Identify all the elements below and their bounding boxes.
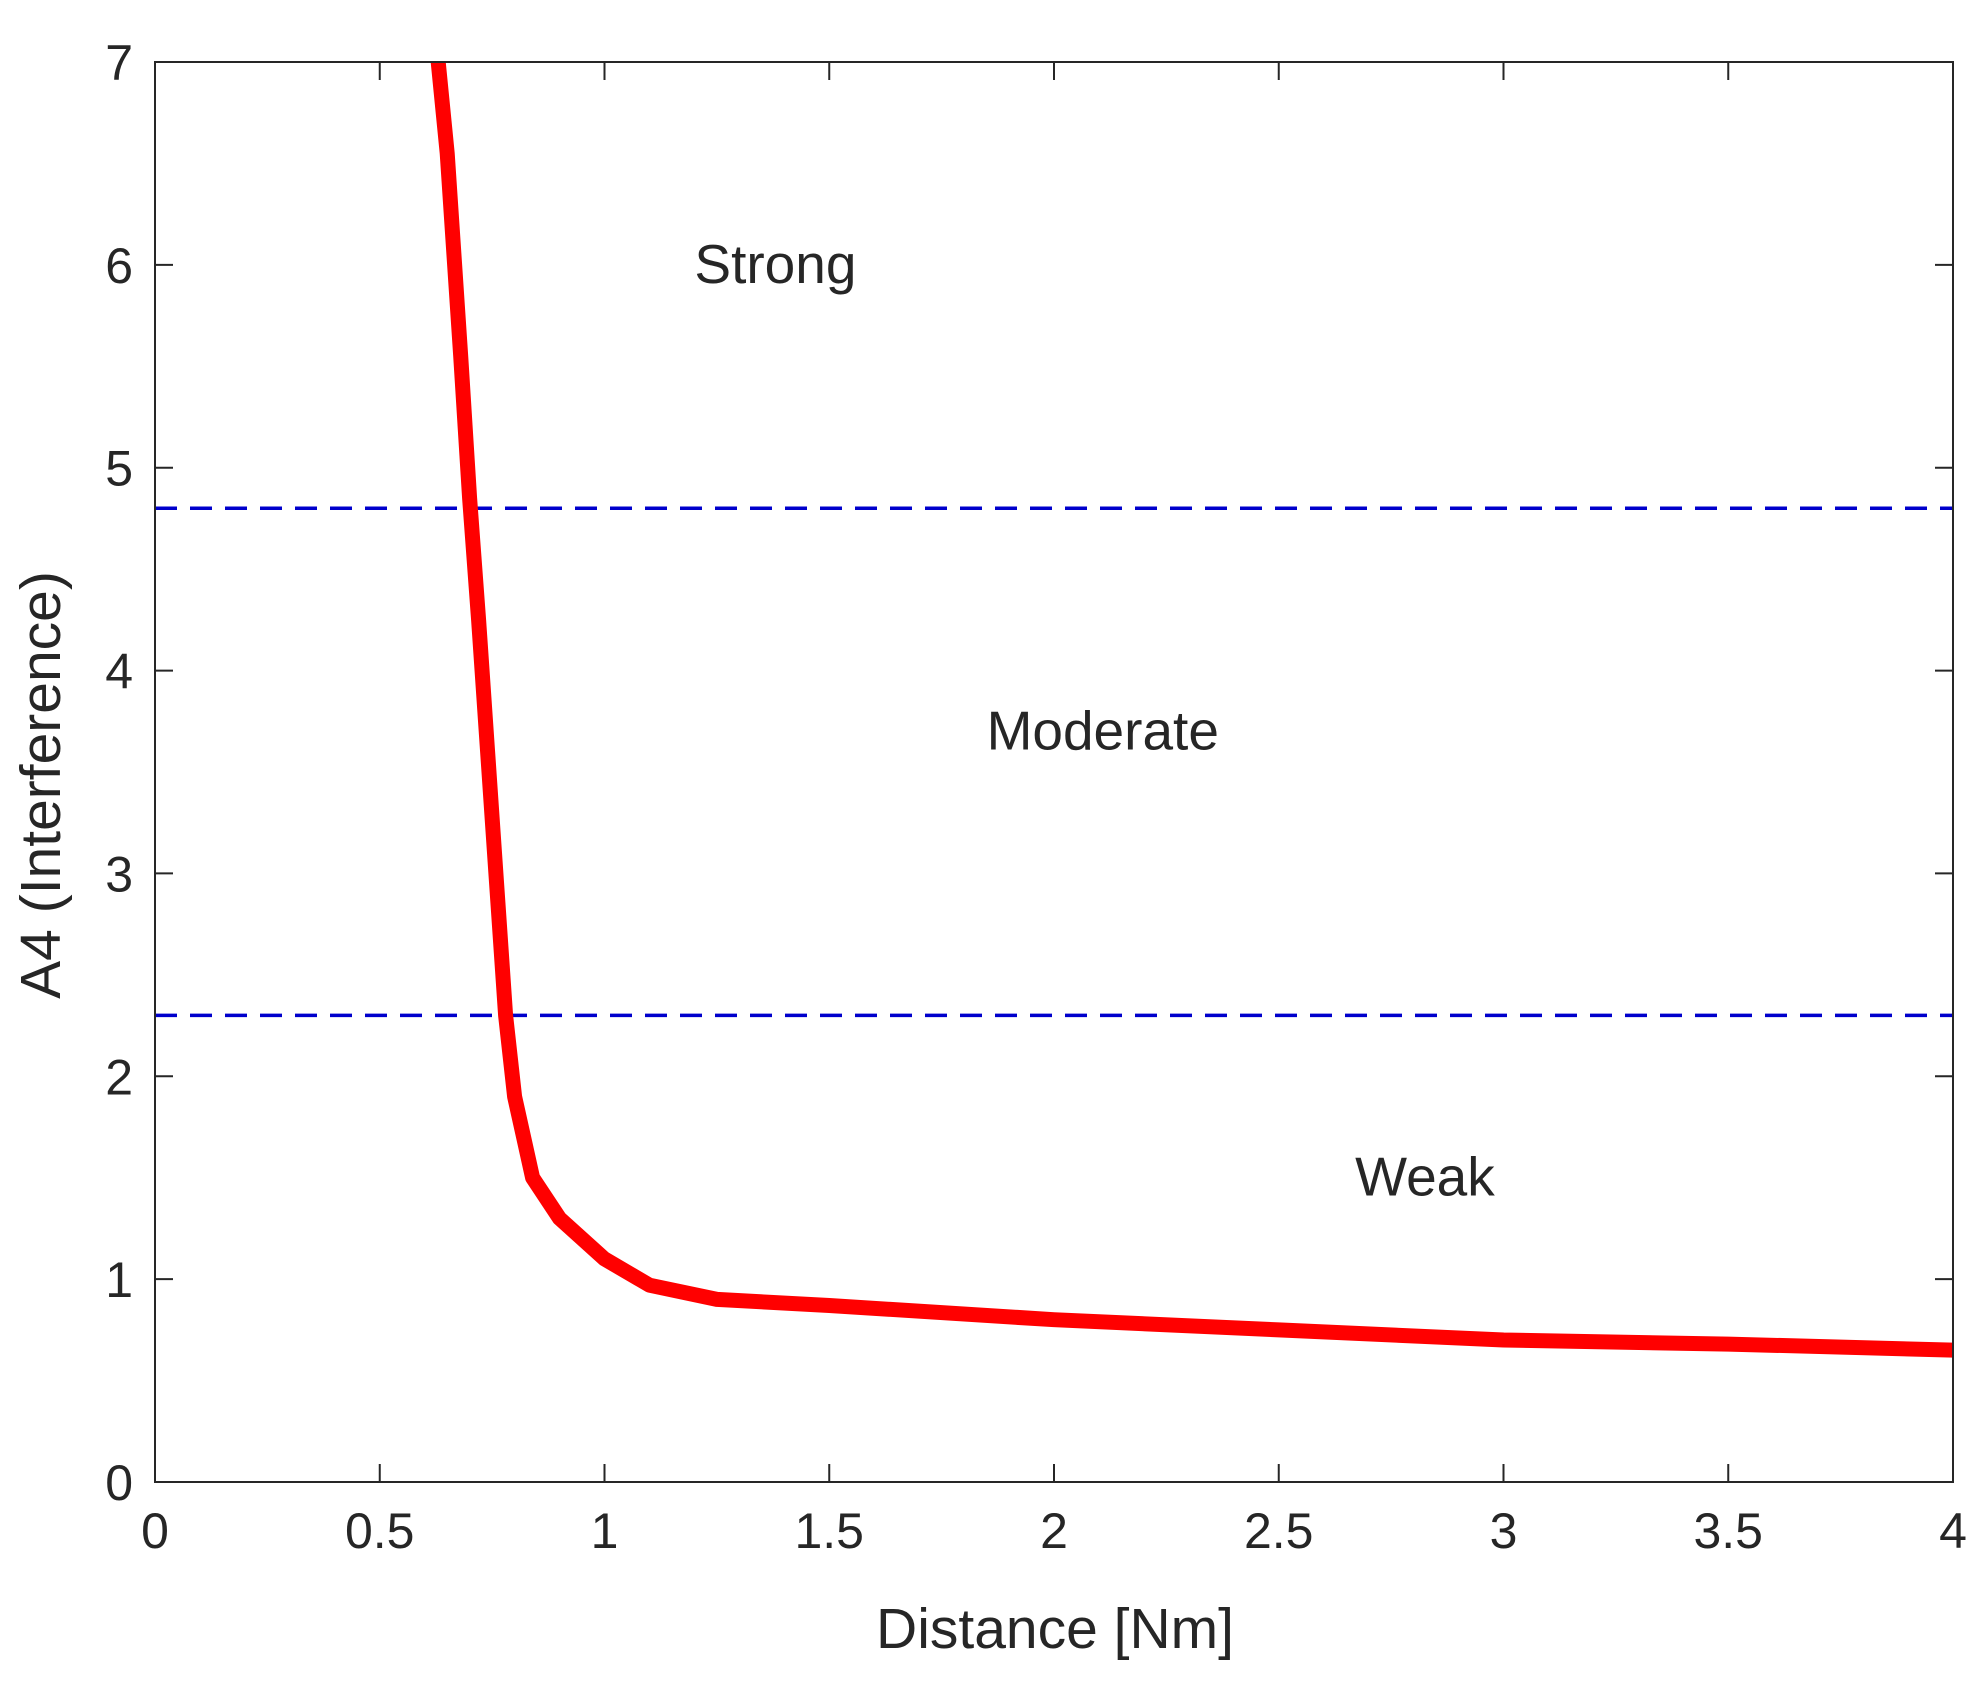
x-tick-label: 1 [591,1503,619,1559]
annotations: Strong Moderate Weak [694,233,1495,1208]
annotation-strong: Strong [694,233,856,295]
y-tick-label: 4 [105,644,133,700]
x-axis: 0 0.5 1 1.5 2 2.5 3 3.5 4 [141,62,1967,1559]
series-group [430,62,1953,1358]
y-tick-label: 3 [105,846,133,902]
y-tick-label: 7 [105,35,133,91]
x-tick-label: 3 [1490,1503,1518,1559]
x-tick-label: 0 [141,1503,169,1559]
x-tick-label: 1.5 [794,1503,864,1559]
y-tick-label: 1 [105,1252,133,1308]
y-tick-label: 0 [105,1455,133,1511]
x-tick-label: 3.5 [1693,1503,1763,1559]
annotation-moderate: Moderate [987,699,1219,761]
x-tick-label: 2.5 [1244,1503,1314,1559]
series-line [430,62,1953,1358]
y-tick-label: 5 [105,441,133,497]
y-axis: 0 1 2 3 4 5 6 7 [105,35,1953,1511]
annotation-weak: Weak [1355,1146,1495,1208]
x-axis-label: Distance [Nm] [876,1597,1234,1661]
x-tick-label: 4 [1939,1503,1967,1559]
y-axis-label: A4 (Interference) [9,571,73,999]
y-tick-label: 6 [105,238,133,294]
reference-lines [155,506,1953,1018]
x-tick-label: 0.5 [345,1503,415,1559]
x-tick-label: 2 [1040,1503,1068,1559]
y-tick-label: 2 [105,1049,133,1105]
